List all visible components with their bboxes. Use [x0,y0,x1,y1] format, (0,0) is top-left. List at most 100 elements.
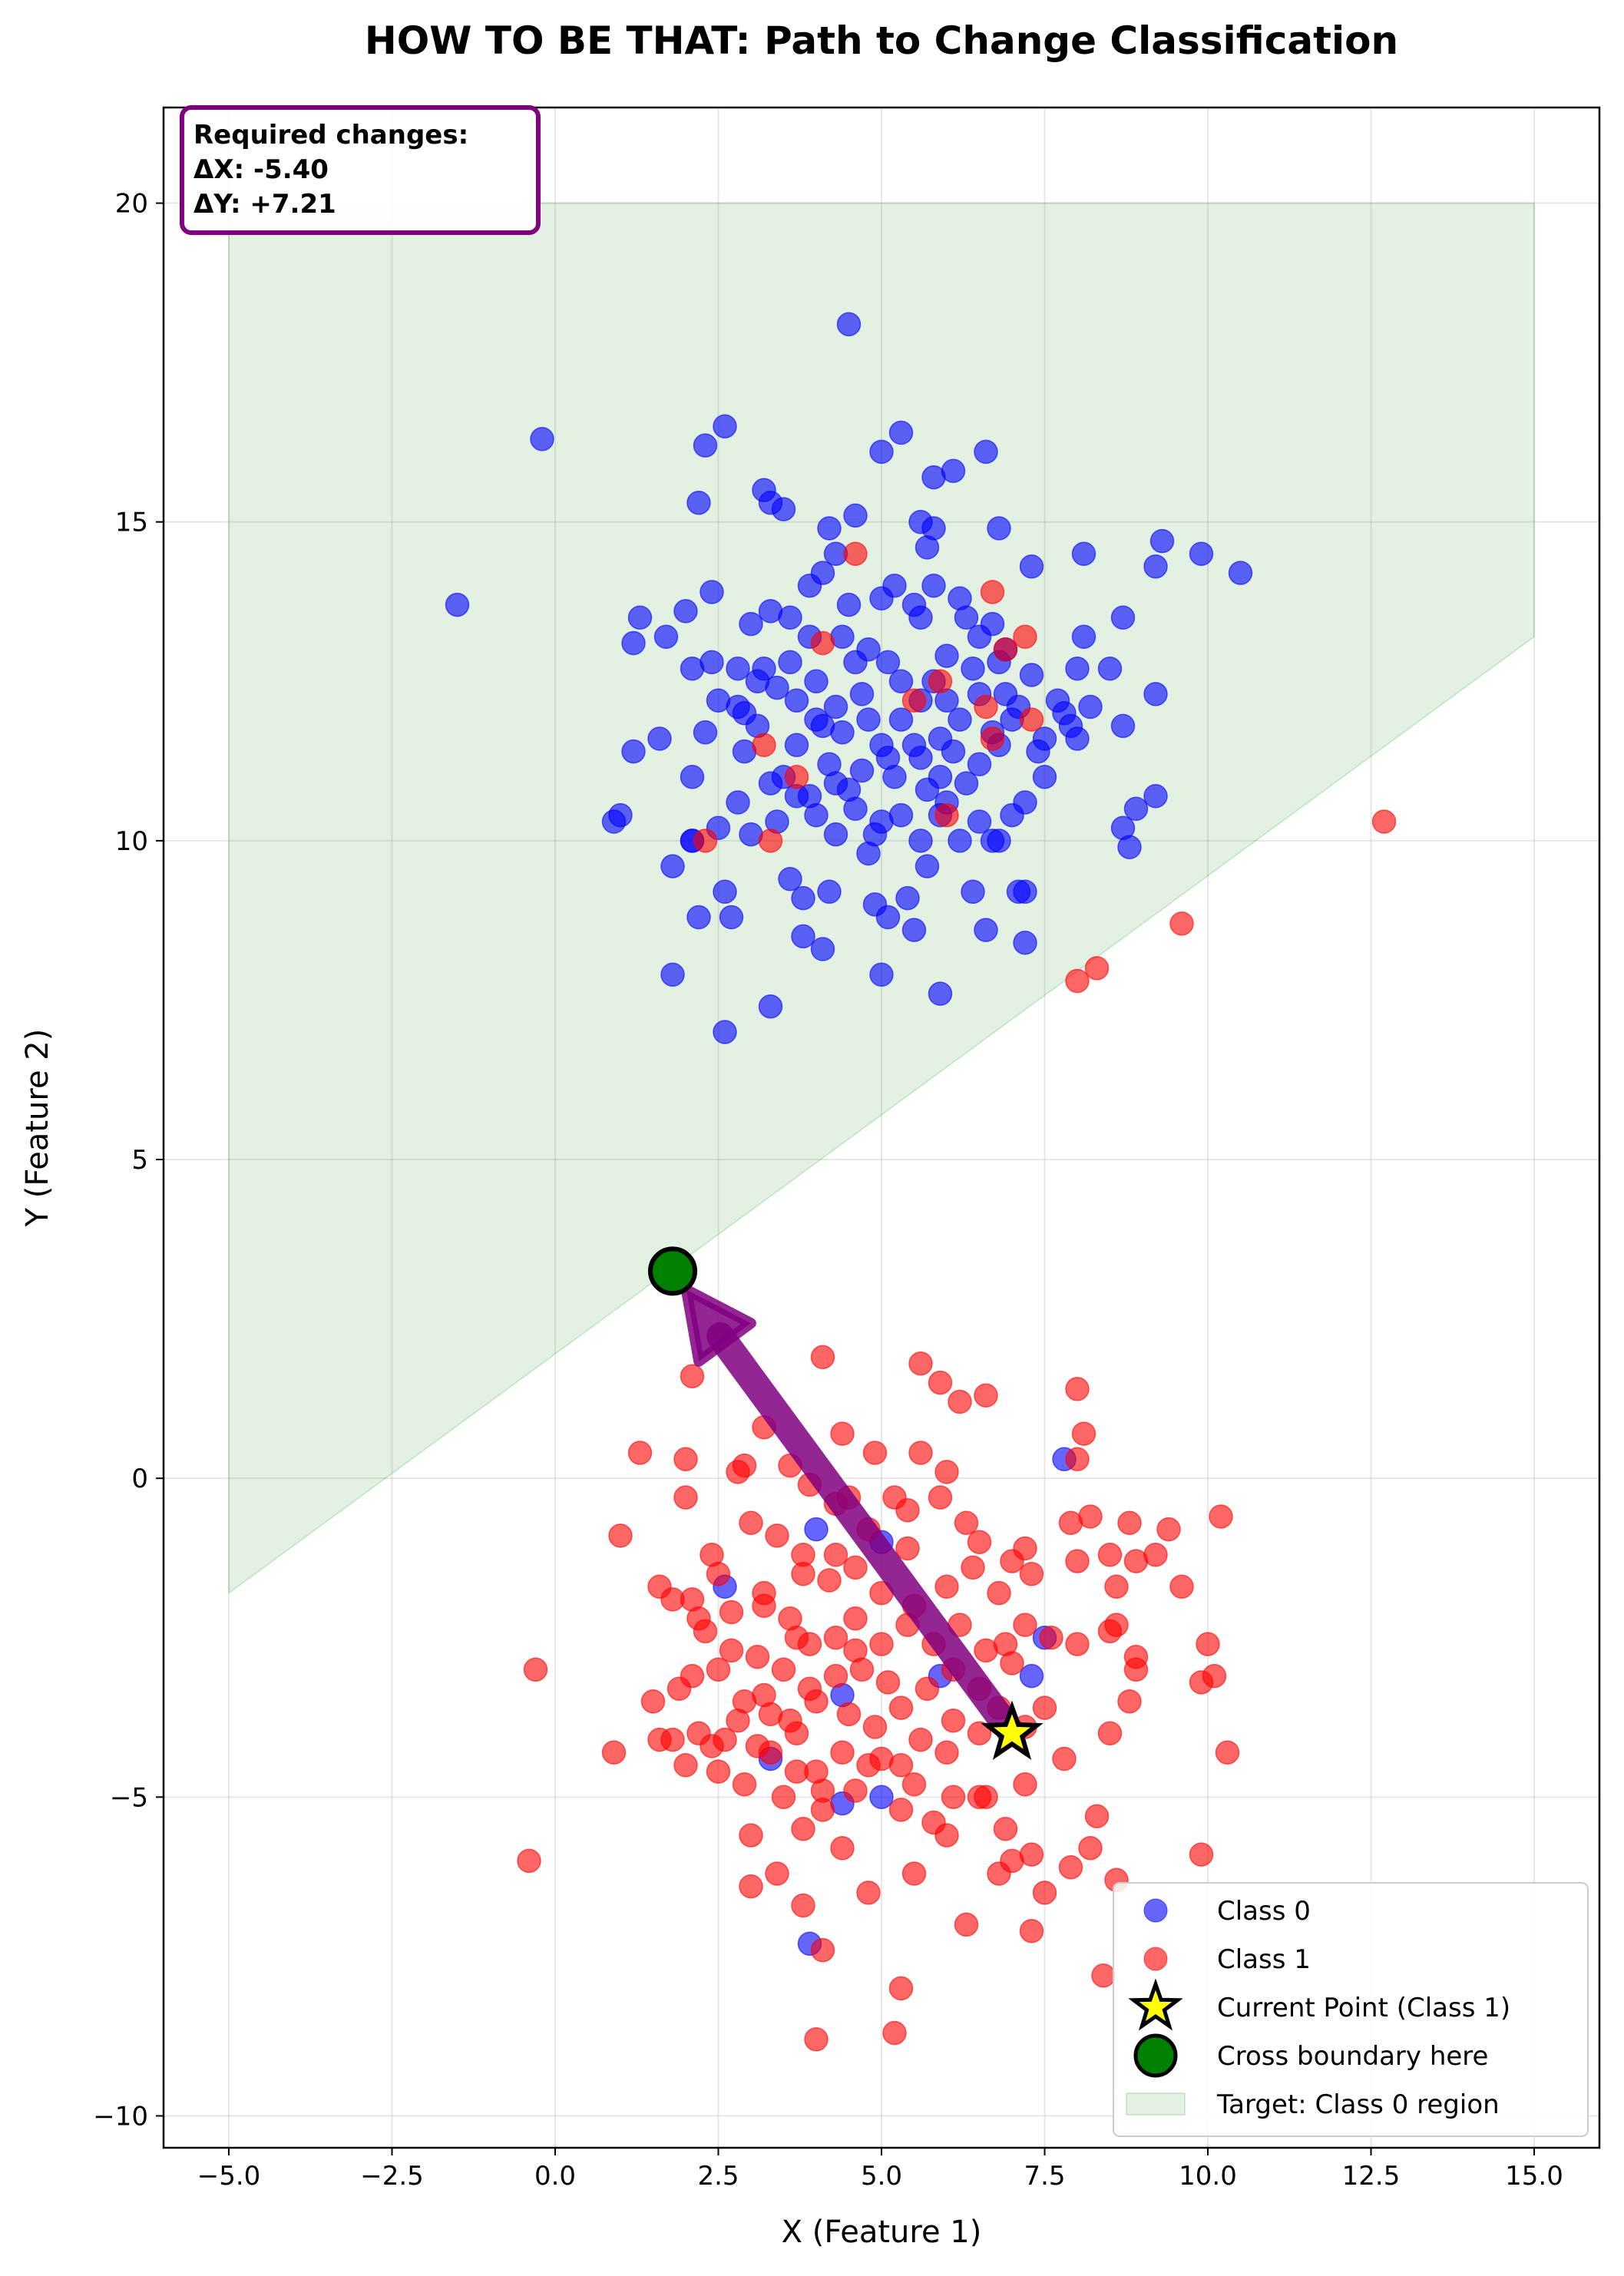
data-point [1065,1549,1090,1573]
data-point [1032,765,1057,789]
data-point [1045,688,1070,713]
data-point [1065,1632,1090,1656]
data-point [810,1937,835,1963]
data-point [1013,1772,1037,1797]
data-point [752,1593,776,1618]
data-point [1156,1517,1181,1542]
data-point [967,1530,992,1554]
data-point [784,733,809,758]
data-point [888,1976,914,2001]
x-tick-label: 15.0 [1505,2161,1563,2192]
legend-label-class-0: Class 0 [1217,1896,1311,1927]
data-point [1189,1842,1214,1867]
data-point [836,312,862,337]
data-point [693,720,718,745]
data-point [869,586,894,611]
data-point [901,688,927,713]
data-point [758,994,783,1019]
data-point [843,1778,868,1803]
data-point [1052,1746,1077,1772]
y-axis-label: Y (Feature 2) [20,1029,55,1228]
data-point [804,1689,829,1714]
cross-boundary-marker [648,1246,697,1296]
legend-marker-class-0 [1143,1898,1168,1923]
data-point [726,656,750,681]
data-point [1110,713,1136,739]
data-point [1097,1543,1123,1567]
data-point [784,765,809,789]
x-tick-label: 5.0 [861,2161,902,2192]
data-point [700,1734,724,1758]
data-point [810,1345,835,1370]
data-point [869,1746,894,1772]
data-point [627,1441,653,1465]
data-point [778,605,802,630]
data-point [640,1689,666,1714]
legend-patch-target-region [1126,2092,1186,2116]
data-point [1104,1613,1129,1637]
data-point [517,1848,541,1874]
data-point [1019,554,1044,579]
data-point [660,962,685,987]
data-point [1065,968,1090,994]
data-point [921,573,946,598]
data-point [700,650,724,675]
data-point [719,1599,744,1625]
data-point [765,1523,789,1548]
data-point [954,771,979,796]
data-point [745,1644,770,1669]
data-point [1065,656,1090,681]
data-point [948,1389,972,1414]
data-point [660,1587,685,1612]
data-point [680,765,705,789]
data-point [700,1543,724,1567]
data-point [1189,541,1214,566]
data-point [739,611,763,637]
data-point [915,854,940,878]
data-point [830,1421,855,1446]
data-point [869,1632,894,1656]
data-point [895,1536,920,1561]
data-point [810,937,835,961]
data-point [888,1798,914,1822]
data-point [928,1485,953,1510]
data-point [686,905,711,930]
legend-label-target-region: Target: Class 0 region [1216,2089,1500,2120]
data-point [778,1708,802,1733]
annotation-line-1: Required changes: [193,120,468,151]
required-changes-annotation: Required changes: ΔX: -5.40 ΔY: +7.21 [180,105,541,235]
data-point [901,918,927,942]
data-point [908,1441,933,1465]
data-point [961,879,985,905]
data-point [608,1523,633,1548]
data-point [627,605,653,630]
data-point [934,1574,959,1599]
data-point [752,656,776,681]
data-point [791,885,815,911]
data-point [726,1708,750,1733]
data-point [974,694,998,720]
data-point [523,1657,548,1682]
data-point [758,771,783,796]
data-point [791,1817,815,1841]
data-point [1123,1644,1149,1669]
data-point [1091,1963,1116,1988]
data-point [693,829,718,853]
data-point [1058,1854,1083,1880]
data-point [830,1740,855,1765]
data-point [804,1517,829,1542]
data-point [647,1727,672,1752]
annotation-line-2: ΔX: -5.40 [193,154,329,185]
data-point [901,733,927,758]
data-point [1013,624,1037,649]
data-point [967,1721,992,1746]
data-point [928,1370,953,1395]
data-point [1215,1740,1240,1765]
data-point [980,726,1005,751]
data-point [1065,1377,1090,1401]
data-point [823,822,848,847]
data-point [862,1441,888,1465]
current-point-star [981,1700,1044,1760]
data-point [961,656,985,681]
